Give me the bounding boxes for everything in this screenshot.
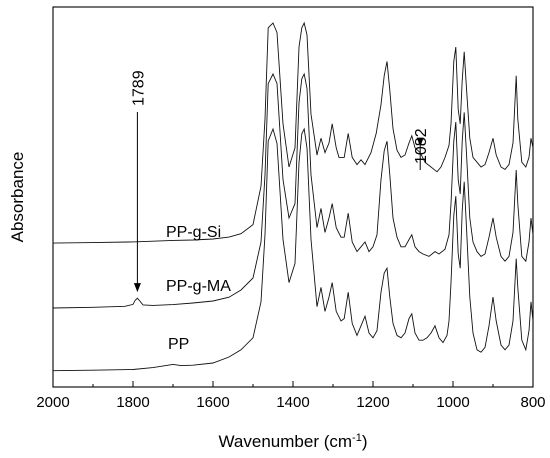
x-tick-label-1400: 1400 [276,394,309,411]
x-tick-label-800: 800 [520,394,545,411]
spectrum-line-pp [52,127,534,372]
x-tick-label-1000: 1000 [436,394,469,411]
annotation-arrowhead-1789 [133,283,141,293]
spectrum-line-pp-g-ma [52,72,534,309]
spectrum-line-pp-g-si [52,21,534,244]
x-axis-title: Wavenumber (cm-1) [219,432,368,451]
x-tick-label-1200: 1200 [356,394,389,411]
series-label-pp-g-ma: PP-g-MA [166,278,231,295]
x-axis-title-main: Wavenumber (cm [219,432,353,451]
annotation-label-1082: 1082 [413,128,430,164]
x-tick-label-2000: 2000 [36,394,69,411]
x-axis-ticks: 2000 1800 1600 1400 1200 1000 800 [36,381,546,411]
x-tick-label-1600: 1600 [196,394,229,411]
series-labels: PP-g-Si PP-g-MA PP [166,224,231,353]
y-axis-title: Absorbance [8,152,27,243]
annotation-arrowhead-1082 [416,137,424,147]
series-label-pp: PP [168,336,189,353]
x-tick-label-1800: 1800 [116,394,149,411]
spectra-group [52,21,534,372]
x-axis-title-superscript: -1 [352,432,362,444]
annotation-label-1789: 1789 [130,70,147,106]
x-axis-title-close: ) [362,432,368,451]
series-label-pp-g-si: PP-g-Si [166,224,221,241]
peak-annotations: 1789 1082 [130,70,430,293]
plot-frame [52,6,534,388]
